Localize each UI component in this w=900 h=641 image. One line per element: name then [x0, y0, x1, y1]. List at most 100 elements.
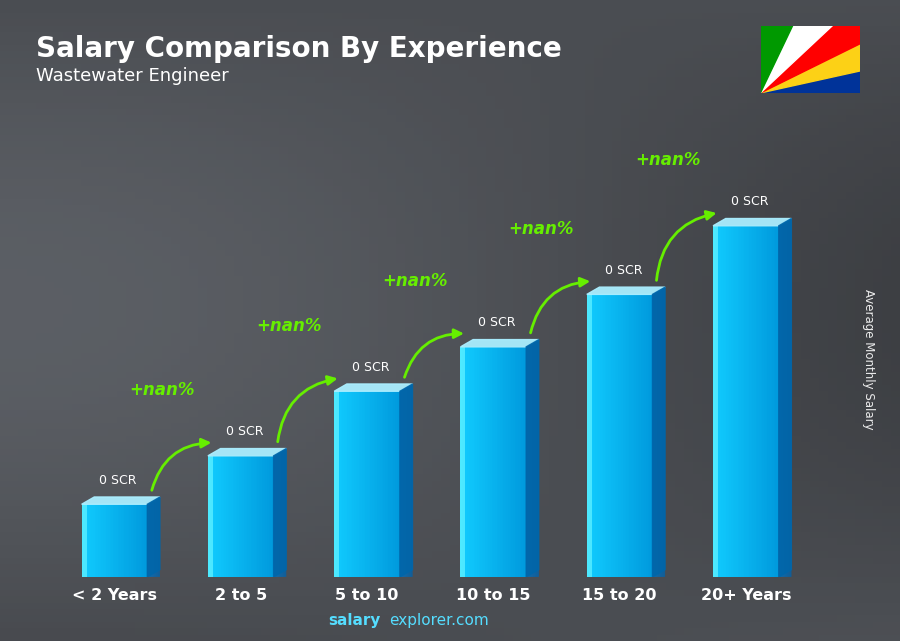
- Bar: [231, 456, 233, 577]
- Bar: [375, 391, 377, 577]
- Bar: [716, 226, 718, 577]
- Bar: [212, 456, 213, 577]
- Bar: [393, 391, 395, 577]
- Bar: [646, 294, 648, 577]
- Bar: [254, 456, 256, 577]
- Bar: [93, 504, 94, 577]
- Bar: [372, 391, 374, 577]
- Polygon shape: [760, 0, 900, 93]
- Bar: [507, 347, 508, 577]
- Bar: [738, 226, 740, 577]
- Bar: [214, 456, 216, 577]
- Bar: [636, 294, 638, 577]
- Bar: [248, 456, 249, 577]
- Bar: [339, 391, 341, 577]
- Bar: [734, 226, 736, 577]
- Bar: [100, 504, 102, 577]
- Bar: [762, 226, 764, 577]
- Bar: [234, 456, 236, 577]
- Bar: [347, 391, 349, 577]
- Bar: [593, 294, 595, 577]
- Bar: [357, 391, 359, 577]
- Bar: [136, 504, 138, 577]
- Bar: [518, 347, 519, 577]
- Bar: [232, 456, 234, 577]
- Bar: [257, 456, 259, 577]
- Polygon shape: [713, 219, 791, 226]
- Bar: [623, 294, 625, 577]
- Bar: [242, 456, 244, 577]
- Bar: [221, 456, 223, 577]
- Bar: [513, 347, 515, 577]
- Polygon shape: [334, 384, 412, 391]
- Bar: [92, 504, 94, 577]
- Bar: [621, 294, 623, 577]
- Bar: [467, 347, 469, 577]
- Bar: [88, 504, 90, 577]
- Bar: [628, 294, 630, 577]
- Bar: [730, 226, 732, 577]
- Bar: [226, 456, 228, 577]
- Text: Wastewater Engineer: Wastewater Engineer: [36, 67, 229, 85]
- Bar: [230, 456, 231, 577]
- Bar: [84, 504, 85, 577]
- Bar: [754, 226, 756, 577]
- Bar: [774, 226, 776, 577]
- Bar: [238, 456, 239, 577]
- Bar: [354, 391, 356, 577]
- Bar: [264, 456, 266, 577]
- Bar: [110, 504, 112, 577]
- Text: 0 SCR: 0 SCR: [100, 474, 137, 487]
- Bar: [756, 226, 758, 577]
- Bar: [758, 226, 760, 577]
- Text: +nan%: +nan%: [508, 220, 574, 238]
- Bar: [218, 456, 220, 577]
- Bar: [128, 504, 130, 577]
- Bar: [471, 347, 473, 577]
- Bar: [270, 456, 272, 577]
- Bar: [720, 226, 722, 577]
- Bar: [721, 226, 723, 577]
- Bar: [770, 226, 772, 577]
- Bar: [461, 347, 463, 577]
- Bar: [349, 391, 351, 577]
- Bar: [728, 226, 730, 577]
- Bar: [746, 226, 748, 577]
- Bar: [618, 294, 620, 577]
- Bar: [626, 294, 628, 577]
- Bar: [500, 347, 501, 577]
- Text: Salary Comparison By Experience: Salary Comparison By Experience: [36, 35, 562, 63]
- Bar: [222, 456, 224, 577]
- Bar: [122, 504, 124, 577]
- Bar: [260, 456, 262, 577]
- Text: salary: salary: [328, 613, 381, 628]
- Bar: [739, 226, 741, 577]
- Text: +nan%: +nan%: [130, 381, 195, 399]
- Bar: [643, 294, 644, 577]
- Bar: [731, 226, 733, 577]
- Bar: [477, 347, 479, 577]
- Polygon shape: [652, 287, 665, 577]
- Bar: [365, 391, 367, 577]
- Bar: [610, 294, 611, 577]
- Bar: [259, 456, 261, 577]
- Bar: [519, 347, 521, 577]
- Bar: [364, 391, 365, 577]
- Bar: [603, 294, 605, 577]
- Bar: [508, 347, 510, 577]
- Polygon shape: [82, 497, 160, 504]
- Bar: [346, 391, 347, 577]
- Bar: [473, 347, 475, 577]
- Bar: [638, 294, 639, 577]
- Bar: [344, 391, 346, 577]
- Bar: [764, 226, 766, 577]
- Bar: [472, 347, 473, 577]
- Bar: [752, 226, 754, 577]
- Polygon shape: [760, 41, 900, 93]
- Bar: [359, 391, 361, 577]
- Bar: [397, 391, 399, 577]
- Bar: [124, 504, 126, 577]
- Bar: [464, 347, 465, 577]
- Bar: [104, 504, 106, 577]
- Bar: [744, 226, 746, 577]
